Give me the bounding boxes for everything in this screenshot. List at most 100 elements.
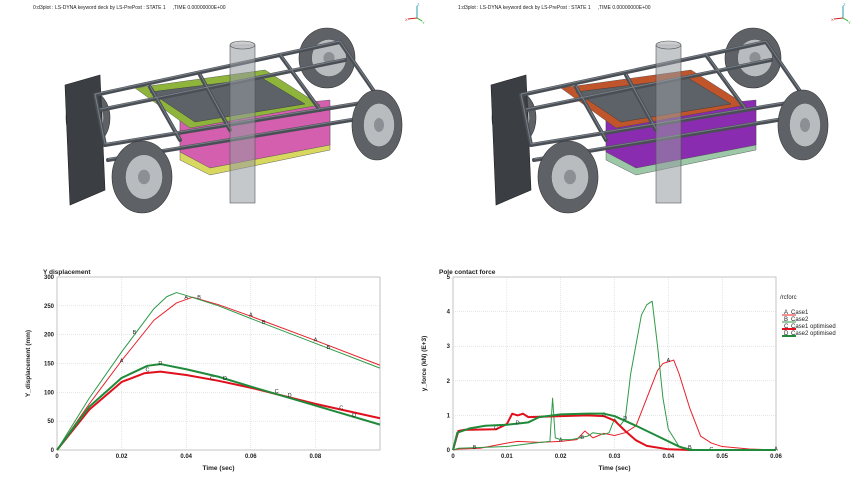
series-marker-B: B	[262, 320, 266, 326]
frame-rail	[278, 53, 322, 112]
legend-letter: B	[784, 317, 788, 323]
series-marker-A: A	[249, 312, 253, 318]
x-tick-label: 0.06	[770, 454, 782, 460]
legend-letter: A	[784, 310, 788, 316]
y-tick-label: 0	[51, 448, 55, 454]
triad-z-label: Z	[843, 2, 846, 7]
y-tick-label: 4	[447, 310, 451, 316]
y-tick-label: 2	[447, 379, 451, 385]
x-axis-label: Time (sec)	[202, 465, 234, 472]
y-tick-label: 1	[447, 413, 451, 419]
wheel-front-right-hub	[374, 118, 384, 132]
frame-rail-highlight	[94, 93, 106, 145]
series-marker-B: B	[326, 345, 330, 351]
series-marker-D: D	[516, 420, 520, 426]
series-line-D	[56, 363, 381, 451]
y-tick-label: 100	[44, 390, 55, 396]
model-viewport-left[interactable]: Z X Y	[0, 0, 426, 240]
frame-rail-highlight	[99, 58, 346, 110]
triad-x-axis	[407, 17, 418, 20]
series-marker-A: A	[559, 438, 563, 444]
rigid-pole-top	[655, 40, 682, 50]
viewport-title-left: 0:d3plot : LS-DYNA keyword deck by LS-Pr…	[33, 5, 226, 11]
frame-rail-highlight	[199, 73, 231, 130]
x-tick-label: 0.01	[501, 454, 513, 460]
series-marker-A: A	[184, 295, 188, 301]
x-tick-label: 0.02	[116, 454, 128, 460]
series-marker-D: D	[223, 376, 227, 382]
legend-letter: D	[784, 331, 789, 337]
front-board	[64, 74, 106, 206]
series-line-B	[56, 292, 381, 451]
triad-y-axis	[416, 17, 423, 22]
legend-entry: Case1	[791, 310, 809, 316]
y-axis-label: Y_displacement (mm)	[25, 330, 32, 397]
triad-x-label: X	[831, 17, 834, 22]
x-axis-label: Time (sec)	[598, 465, 630, 472]
legend-entry: Case2	[791, 317, 809, 323]
viewport-title-right: 1:d3plot : LS-DYNA keyword deck by LS-Pr…	[458, 5, 651, 11]
triad-x-label: X	[405, 17, 408, 22]
series-marker-D: D	[158, 361, 162, 367]
legend-title: /rcforc	[780, 295, 797, 301]
frame-rail-highlight	[705, 53, 747, 110]
triad-y-label: Y	[422, 20, 425, 25]
series-marker-B: B	[473, 445, 477, 451]
x-tick-label: 0.06	[245, 454, 257, 460]
wheel-front-left-hub	[564, 169, 576, 185]
y-tick-label: 3	[447, 344, 451, 350]
x-tick-label: 0.04	[662, 454, 674, 460]
triad-x-axis	[833, 17, 844, 20]
frame-rail-highlight	[625, 73, 657, 130]
wheel-front-right-hub	[800, 118, 810, 132]
frame-rail	[98, 58, 347, 112]
series-line-A	[452, 359, 777, 451]
frame-rail	[93, 40, 342, 97]
series-marker-C: C	[339, 405, 343, 411]
axis-triad: Z X Y	[405, 2, 425, 25]
triad-z-label: Z	[417, 2, 420, 7]
series-line-A	[56, 296, 381, 451]
frame-rail-highlight	[765, 40, 807, 100]
rigid-pole-top	[229, 40, 256, 50]
x-tick-label: 0.05	[716, 454, 728, 460]
x-tick-label: 0.02	[555, 454, 567, 460]
series-line-C	[452, 412, 776, 451]
y-axis-label: y_force (kN) (E+3)	[421, 336, 428, 391]
series-marker-C: C	[275, 389, 279, 395]
frame-rail-highlight	[520, 40, 767, 95]
series-marker-D: D	[623, 416, 627, 422]
y-tick-label: 200	[44, 333, 55, 339]
frame-rail-highlight	[575, 85, 607, 140]
front-board	[490, 74, 532, 206]
frame-rail	[524, 58, 773, 112]
wheel-front-left-hub	[138, 169, 150, 185]
frame-rail	[519, 40, 768, 97]
frame-rail-highlight	[520, 93, 532, 145]
y-tick-label: 150	[44, 362, 55, 368]
frame-rail-highlight	[149, 85, 181, 140]
series-marker-A: A	[666, 358, 670, 364]
series-marker-C: C	[602, 413, 606, 419]
x-tick-label: 0	[451, 454, 455, 460]
y-tick-label: 5	[447, 275, 451, 281]
chart-title: Pole contact force	[439, 269, 496, 276]
frame-rail-highlight	[279, 53, 321, 110]
legend-letter: C	[784, 324, 789, 330]
axis-triad: Z X Y	[831, 2, 851, 25]
series-marker-B: B	[688, 445, 692, 451]
series-marker-A: A	[314, 337, 318, 343]
y-tick-label: 50	[47, 419, 54, 425]
series-marker-D: D	[288, 393, 292, 399]
series-marker-A: A	[120, 359, 124, 365]
legend-entry: Case2 optimised	[791, 331, 836, 337]
triad-y-axis	[842, 17, 849, 22]
x-tick-label: 0.03	[609, 454, 621, 460]
series-marker-B: B	[133, 330, 137, 336]
series-marker-C: C	[210, 376, 214, 382]
chart-title: Y displacement	[43, 269, 91, 276]
y-tick-label: 0	[447, 448, 451, 454]
model-viewport-right[interactable]: Z X Y	[426, 0, 852, 240]
